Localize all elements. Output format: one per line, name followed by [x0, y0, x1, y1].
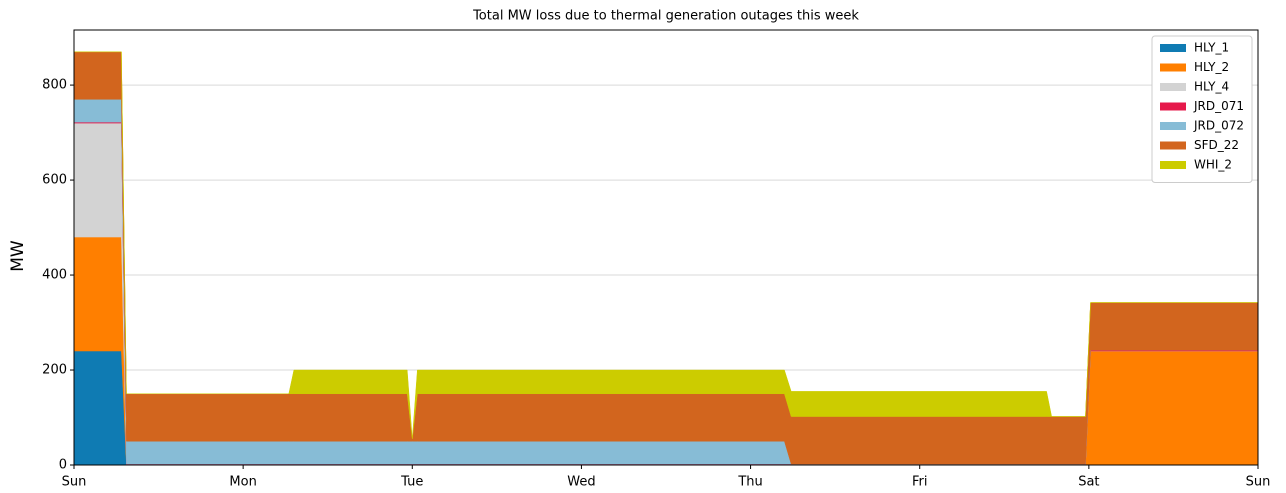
legend-label: WHI_2 [1194, 158, 1232, 172]
legend-swatch [1160, 83, 1186, 91]
x-tick-label: Sun [62, 475, 87, 490]
x-tick-label: Wed [567, 475, 595, 490]
x-tick-label: Fri [912, 475, 928, 490]
legend-label: HLY_4 [1194, 80, 1229, 94]
plot-frame [73, 29, 1259, 466]
legend-swatch [1160, 141, 1186, 150]
legend-swatch [1160, 161, 1186, 169]
x-tick-label: Thu [737, 475, 762, 490]
y-axis-label: MW [8, 240, 28, 272]
area [74, 51, 1258, 439]
chart-title: Total MW loss due to thermal generation … [472, 9, 859, 24]
legend: HLY_1 HLY_2 HLY_4 JRD_071 JRD_072 SFD_22 WHI_2 [1151, 35, 1253, 183]
y-tick-label: 600 [42, 173, 67, 188]
legend-swatch [1160, 63, 1186, 72]
legend-label: HLY_1 [1194, 41, 1229, 55]
area [73, 51, 1259, 465]
x-tick-label: Sat [1078, 475, 1099, 490]
y-tick-label: 800 [42, 78, 67, 93]
x-tick-label: Tue [400, 475, 423, 490]
y-tick-label: 400 [42, 268, 67, 283]
legend-label: JRD_072 [1193, 119, 1244, 133]
legend-swatch [1160, 44, 1186, 52]
legend-label: HLY_2 [1194, 60, 1229, 74]
legend-swatch [1160, 122, 1186, 130]
y-tick-label: 200 [42, 363, 67, 378]
y-tick-label: 0 [59, 458, 67, 473]
legend-label: SFD_22 [1194, 138, 1239, 152]
legend-label: JRD_071 [1193, 99, 1244, 113]
legend-swatch [1160, 102, 1186, 111]
x-tick-label: Mon [229, 475, 256, 490]
x-tick-label: Sun [1246, 475, 1271, 490]
